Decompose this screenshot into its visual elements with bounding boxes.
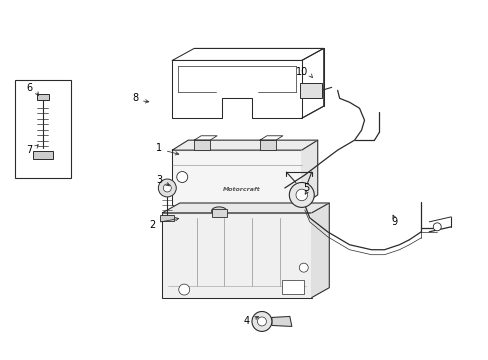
- Ellipse shape: [211, 207, 226, 215]
- Text: 10: 10: [295, 67, 307, 77]
- Polygon shape: [162, 203, 328, 213]
- Bar: [162, 213, 311, 298]
- Circle shape: [251, 311, 271, 332]
- Bar: [260, 140, 275, 150]
- Bar: [15, 80, 71, 178]
- Bar: [211, 209, 226, 217]
- Bar: [299, 84, 321, 98]
- Text: Motorcraft: Motorcraft: [223, 188, 261, 193]
- Text: 1: 1: [156, 143, 162, 153]
- Bar: [194, 140, 210, 150]
- Circle shape: [299, 263, 307, 272]
- Text: 7: 7: [26, 145, 33, 155]
- Text: 5: 5: [303, 183, 309, 193]
- Bar: [37, 94, 49, 100]
- Polygon shape: [301, 140, 317, 205]
- Circle shape: [289, 183, 314, 207]
- Polygon shape: [311, 203, 328, 298]
- Bar: [172, 150, 301, 205]
- Circle shape: [295, 189, 307, 201]
- Circle shape: [432, 223, 440, 231]
- Text: 2: 2: [149, 220, 155, 230]
- Circle shape: [257, 317, 266, 326]
- Text: 6: 6: [27, 84, 33, 93]
- Text: 4: 4: [244, 316, 249, 327]
- Text: 8: 8: [132, 93, 138, 103]
- Circle shape: [158, 179, 176, 197]
- Bar: [160, 215, 174, 221]
- Bar: [33, 150, 53, 159]
- Text: 9: 9: [390, 217, 397, 227]
- Circle shape: [176, 171, 187, 183]
- Circle shape: [179, 284, 189, 295]
- Circle shape: [163, 184, 171, 192]
- Bar: [281, 280, 303, 293]
- Polygon shape: [172, 140, 317, 150]
- Text: 3: 3: [156, 175, 162, 185]
- Polygon shape: [271, 316, 291, 327]
